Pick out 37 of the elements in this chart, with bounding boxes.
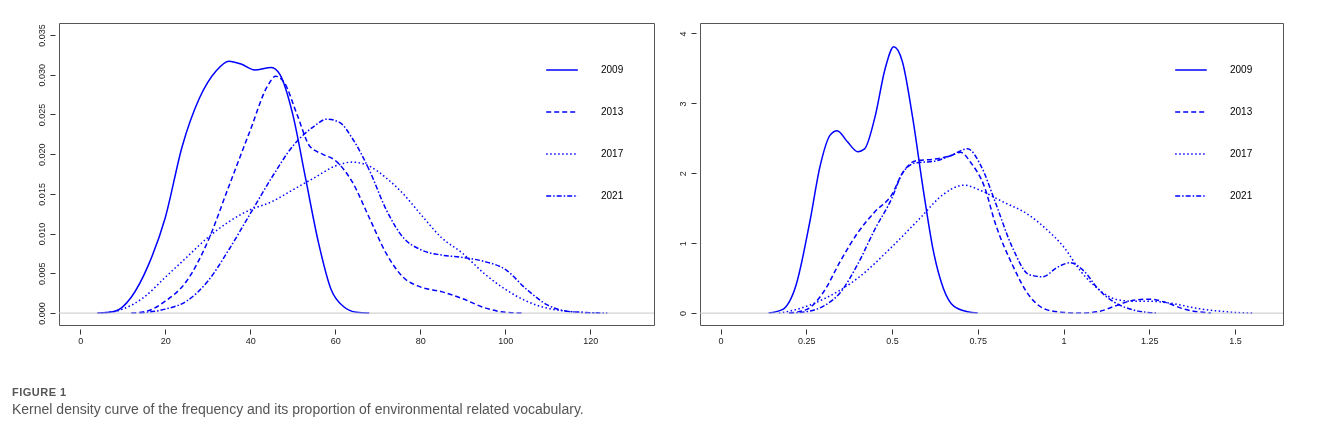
x-tick-label: 0.75 [969, 335, 988, 346]
x-tick-label: 1.5 [1229, 335, 1242, 346]
x-tick-label: 1.25 [1140, 335, 1159, 346]
x-tick-label: 100 [498, 335, 514, 346]
caption: FIGURE 1 [12, 386, 68, 398]
y-tick-label: 0.025 [36, 103, 47, 127]
legend-label: 2009 [601, 64, 624, 75]
y-tick-label: 4 [677, 31, 688, 37]
x-tick-label: 80 [415, 335, 426, 346]
y-tick-label: 3 [677, 101, 688, 107]
x-tick-label: 120 [583, 335, 599, 346]
legend-label: 2009 [1230, 64, 1253, 75]
legend-label: 2017 [601, 148, 624, 159]
y-tick-label: 0.015 [36, 183, 47, 206]
x-tick-label: 1 [1061, 335, 1067, 346]
y-tick-label: 0.030 [36, 63, 47, 87]
legend-label: 2021 [1230, 190, 1253, 201]
legend-label: 2021 [601, 190, 624, 201]
y-tick-label: 0.000 [36, 302, 47, 325]
x-tick-label: 60 [330, 335, 341, 346]
x-tick-label: 0 [718, 335, 724, 346]
legend-label: 2017 [1230, 148, 1253, 159]
x-tick-label: 20 [160, 335, 171, 346]
text: Kernel density curve of the frequency and its proportion of environmental related vocabulary. [12, 401, 584, 417]
y-tick-label: 0.005 [36, 262, 47, 286]
y-tick-label: 0.010 [36, 222, 47, 246]
x-tick-label: 0 [78, 335, 84, 346]
x-tick-label: 40 [245, 335, 256, 346]
y-tick-label: 2 [677, 171, 688, 177]
x-tick-label: 0.25 [798, 335, 816, 346]
y-tick-label: 1 [677, 241, 688, 247]
x-tick-label: 0.5 [886, 335, 899, 346]
legend-label: 2013 [601, 106, 624, 117]
y-tick-label: 0.020 [36, 143, 47, 166]
y-tick-label: 0.035 [36, 24, 47, 47]
legend-label: 2013 [1230, 106, 1253, 117]
y-tick-label: 0 [677, 311, 688, 317]
